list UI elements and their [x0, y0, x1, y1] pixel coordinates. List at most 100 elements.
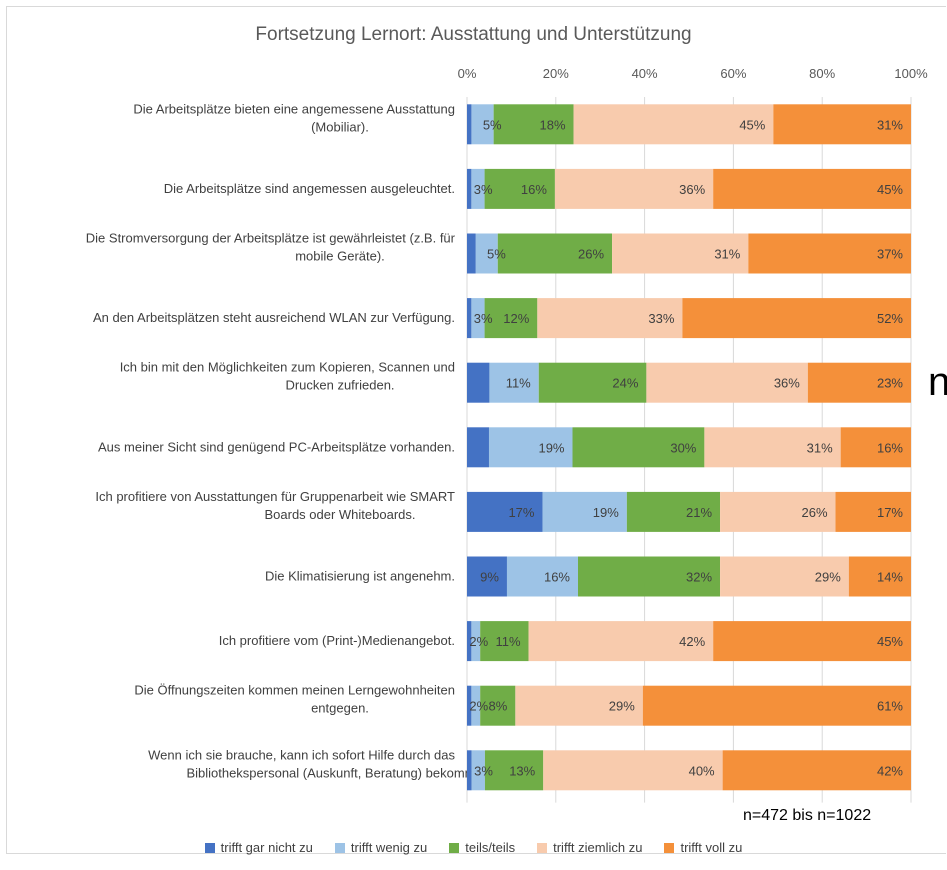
bar-segment — [471, 621, 481, 662]
data-label: 30% — [670, 440, 696, 455]
bar-segment — [578, 556, 721, 597]
bar-segment — [467, 685, 472, 726]
legend-swatch — [449, 842, 460, 853]
bar-segment — [467, 104, 472, 145]
category-label: Bibliothekspersonal (Auskunft, Beratung)… — [186, 765, 493, 780]
category-label: Die Arbeitsplätze bieten eine angemessen… — [133, 101, 455, 116]
bar-segment — [488, 427, 573, 468]
bar-segment — [480, 685, 516, 726]
bar-segment — [835, 491, 911, 532]
bar-segment — [471, 298, 485, 339]
bar-segment — [506, 556, 578, 597]
category-label: mobile Geräte). — [295, 249, 385, 264]
bar-segment — [515, 685, 643, 726]
bar-segment — [720, 491, 836, 532]
data-label: 3% — [474, 311, 493, 326]
bar-segment — [493, 104, 574, 145]
bar-segment — [554, 168, 714, 209]
x-tick-label: 40% — [632, 66, 658, 81]
chart-title: Fortsetzung Lernort: Ausstattung und Unt… — [255, 24, 692, 45]
data-label: 19% — [593, 505, 619, 520]
bar-segment — [497, 233, 613, 274]
bar-segment — [704, 427, 841, 468]
data-label: 31% — [714, 247, 740, 262]
x-tick-label: 100% — [894, 66, 928, 81]
bar-segment — [484, 750, 544, 791]
bar-segment — [480, 621, 529, 662]
bar-segment — [467, 750, 472, 791]
bar-segment — [467, 556, 507, 597]
legend-item: trifft voll zu — [664, 840, 742, 855]
category-label: Aus meiner Sicht sind genügend PC-Arbeit… — [98, 439, 455, 454]
data-label: 32% — [686, 570, 712, 585]
bar-segment — [542, 491, 627, 532]
legend-label: trifft wenig zu — [350, 840, 428, 855]
data-label: 2% — [469, 634, 488, 649]
bar-segment — [528, 621, 714, 662]
data-label: 31% — [807, 440, 833, 455]
x-tick-label: 60% — [720, 66, 746, 81]
data-label: 13% — [509, 763, 535, 778]
data-label: 21% — [686, 505, 712, 520]
category-label: Boards oder Whiteboards. — [264, 507, 415, 522]
bar-segment — [773, 104, 911, 145]
category-label: (Mobiliar). — [311, 119, 369, 134]
data-label: 29% — [609, 699, 635, 714]
bar-segment — [484, 298, 538, 339]
category-label: Die Stromversorgung der Arbeitsplätze is… — [86, 231, 456, 246]
data-label: 36% — [679, 182, 705, 197]
bar-segment — [467, 362, 490, 403]
bar-segment — [722, 750, 911, 791]
bar-segment — [840, 427, 911, 468]
legend-item: trifft wenig zu — [334, 840, 428, 855]
data-label: 3% — [474, 763, 493, 778]
chart-frame — [6, 6, 946, 854]
data-label: 3% — [474, 182, 493, 197]
data-label: 14% — [877, 570, 903, 585]
data-label: 11% — [495, 634, 520, 649]
data-label: 37% — [877, 247, 903, 262]
data-label: 9% — [480, 570, 499, 585]
bar-segment — [646, 362, 808, 403]
data-label: 26% — [578, 247, 604, 262]
data-label: 26% — [801, 505, 827, 520]
x-tick-label: 80% — [809, 66, 835, 81]
bar-segment — [807, 362, 911, 403]
bar-segment — [467, 427, 489, 468]
data-label: 2% — [469, 699, 488, 714]
category-label: Drucken zufrieden. — [285, 378, 394, 393]
data-label: 19% — [538, 440, 564, 455]
data-label: 18% — [540, 117, 566, 132]
legend-label: trifft voll zu — [680, 840, 743, 855]
bar-segment — [642, 685, 911, 726]
legend-swatch — [664, 842, 675, 853]
legend-item: teils/teils — [449, 840, 515, 855]
bar-segment — [467, 621, 472, 662]
data-label: 11% — [506, 376, 531, 391]
legend-item: trifft ziemlich zu — [537, 840, 642, 855]
data-label: 17% — [877, 505, 903, 520]
bar-segment — [626, 491, 721, 532]
data-label: 42% — [679, 634, 705, 649]
category-label: Ich profitiere von Ausstattungen für Gru… — [95, 489, 455, 504]
bar-segment — [572, 427, 705, 468]
x-tick-label: 20% — [543, 66, 569, 81]
category-label: Die Arbeitsplätze sind angemessen ausgel… — [164, 181, 455, 196]
data-label: 42% — [877, 763, 903, 778]
legend-label: teils/teils — [465, 840, 516, 855]
data-label: 16% — [521, 182, 547, 197]
legend-swatch — [334, 842, 345, 853]
data-label: 40% — [689, 763, 715, 778]
legend-label: trifft ziemlich zu — [553, 840, 643, 855]
data-label: 31% — [877, 117, 903, 132]
chart-legend: trifft gar nicht zu trifft wenig zu teils/… — [0, 840, 947, 855]
cropped-side-glyph: n — [928, 360, 947, 404]
legend-swatch — [204, 842, 215, 853]
category-label: Ich profitiere vom (Print-)Medienangebot… — [219, 633, 455, 648]
category-label: An den Arbeitsplätzen steht ausreichend … — [93, 310, 455, 325]
bar-segment — [682, 298, 911, 339]
data-label: 45% — [877, 634, 903, 649]
bar-segment — [471, 168, 485, 209]
category-label: Die Klimatisierung ist angenehm. — [265, 569, 455, 584]
